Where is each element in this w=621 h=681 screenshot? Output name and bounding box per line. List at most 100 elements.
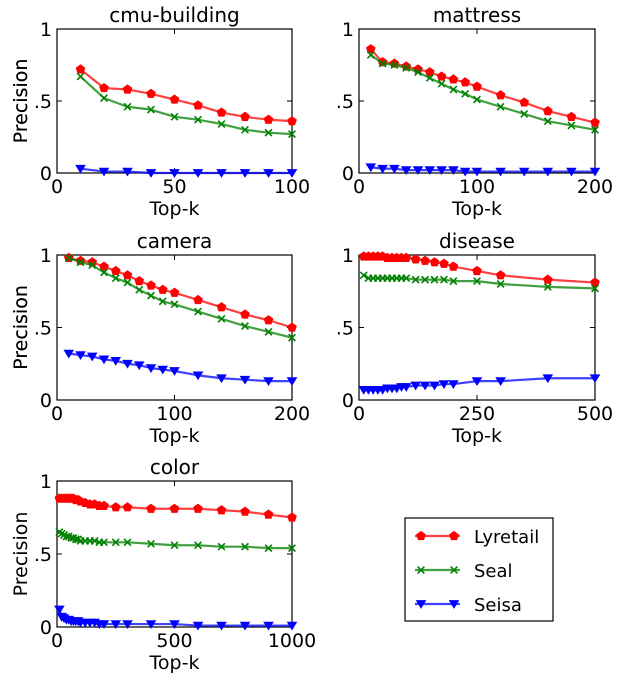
data-point — [460, 77, 471, 87]
y-tick-label: 0 — [40, 617, 52, 639]
data-point — [98, 167, 110, 177]
data-point — [147, 105, 155, 114]
data-point — [170, 300, 179, 309]
data-point — [590, 277, 600, 287]
series-line-seisa — [80, 167, 292, 175]
x-tick-label: 500 — [577, 403, 613, 425]
data-point — [495, 377, 506, 387]
data-point — [438, 380, 450, 389]
y-tick-label: 0 — [342, 163, 354, 185]
plot-frame — [358, 28, 596, 174]
x-axis-label: Top-k — [451, 425, 502, 447]
data-point — [286, 169, 298, 178]
data-point — [430, 275, 439, 284]
y-axis-label: Precision — [10, 285, 32, 370]
data-point — [216, 107, 227, 117]
x-tick-label: 200 — [577, 176, 613, 198]
data-point — [366, 50, 375, 59]
data-point — [240, 506, 250, 516]
series-lyretail — [63, 252, 297, 332]
data-point — [123, 538, 132, 547]
data-point — [100, 94, 108, 103]
data-point — [146, 280, 156, 290]
data-point — [194, 115, 202, 124]
data-point — [389, 164, 400, 174]
data-point — [157, 365, 169, 375]
y-tick-label: 1 — [40, 19, 52, 41]
data-point — [439, 258, 449, 268]
data-point — [76, 258, 85, 267]
series-seisa — [63, 349, 298, 387]
data-point — [263, 509, 274, 519]
data-point — [122, 620, 133, 629]
data-point — [566, 167, 577, 177]
data-point — [122, 167, 133, 177]
data-point — [518, 167, 530, 177]
data-point — [429, 381, 440, 391]
data-point — [123, 278, 132, 287]
data-point — [542, 167, 554, 177]
data-point — [411, 275, 420, 284]
x-tick-label: 500 — [156, 630, 192, 652]
data-point — [263, 377, 274, 387]
x-tick-label: 0 — [353, 403, 365, 425]
chart-title: disease — [439, 229, 515, 253]
data-point — [495, 167, 506, 177]
data-point — [472, 81, 482, 91]
data-point — [410, 381, 421, 391]
legend-marker — [449, 530, 459, 541]
data-point — [472, 265, 482, 276]
data-point — [240, 111, 250, 121]
y-tick-label: 0 — [40, 390, 52, 412]
data-point — [437, 79, 446, 88]
series-seal — [366, 50, 599, 134]
data-point — [100, 268, 108, 277]
series-seal — [76, 72, 296, 139]
y-tick-label: 0 — [40, 163, 52, 185]
data-point — [194, 541, 202, 550]
data-point — [495, 90, 506, 100]
data-point — [90, 536, 99, 545]
data-point — [67, 533, 76, 542]
data-point — [169, 94, 180, 104]
x-tick-label: 0 — [51, 630, 63, 652]
data-point — [543, 282, 552, 291]
data-point — [589, 167, 601, 177]
x-tick-label: 50 — [162, 176, 186, 198]
data-point — [449, 277, 458, 286]
data-point — [241, 542, 249, 551]
series-seisa — [365, 163, 601, 177]
data-point — [419, 381, 431, 391]
data-point — [473, 277, 481, 286]
data-point — [239, 375, 251, 385]
data-point — [286, 377, 298, 387]
plot-frame — [56, 254, 293, 401]
x-tick-label: 0 — [51, 403, 63, 425]
y-tick-label: 0 — [342, 390, 354, 412]
legend-item-seal: Seal — [415, 561, 513, 582]
data-point — [420, 255, 430, 265]
data-point — [111, 274, 120, 283]
data-point — [287, 322, 297, 332]
data-point — [122, 359, 133, 369]
data-point — [216, 374, 227, 384]
data-point — [473, 95, 481, 104]
data-point — [449, 85, 458, 94]
data-point — [461, 89, 470, 98]
data-point — [520, 109, 529, 118]
data-point — [241, 322, 249, 331]
data-point — [402, 63, 411, 72]
data-point — [193, 503, 203, 513]
y-tick-label: .5 — [34, 91, 52, 113]
data-point — [543, 117, 552, 126]
data-point — [145, 364, 157, 374]
x-axis-label: Top-k — [149, 425, 200, 447]
data-point — [286, 621, 298, 631]
data-point — [264, 544, 273, 553]
data-point — [365, 44, 376, 54]
data-point — [158, 297, 167, 306]
chart-title: cmu-building — [109, 3, 239, 27]
y-tick-label: .5 — [336, 91, 354, 113]
data-point — [402, 274, 411, 283]
